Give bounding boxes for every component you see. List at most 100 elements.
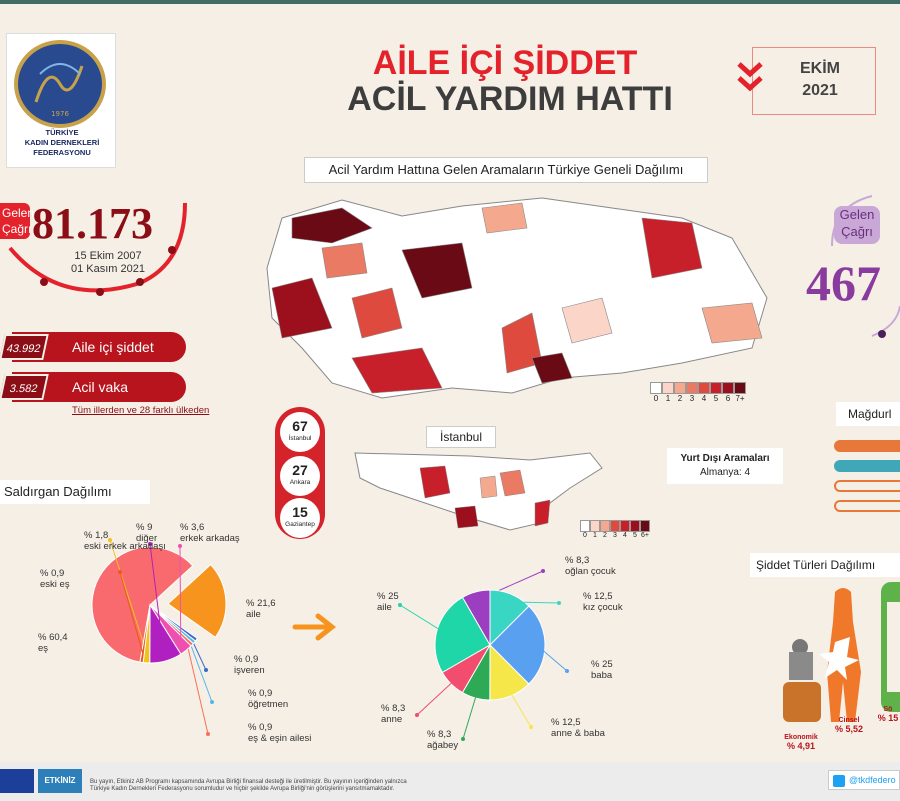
slice-label: öğretmen (248, 699, 288, 710)
legend-label: 2 (600, 532, 610, 539)
slice-label: işveren (234, 665, 265, 676)
report-month: EKİM (770, 58, 870, 80)
map-legend: 0 1 2 3 4 5 6 7+ (650, 382, 746, 403)
pill-label: Acil vaka (72, 379, 128, 395)
slice-pct: % 0,9 (248, 722, 272, 733)
legend-label: 5 (710, 394, 722, 403)
legend-swatch (630, 520, 640, 532)
slice-pct: % 0,9 (234, 654, 258, 665)
logo-line1: TÜRKİYE (14, 128, 110, 138)
pill-label: Aile içi şiddet (72, 339, 154, 355)
violence-type: Cinsel % 5,52 (826, 717, 872, 734)
federation-logo: 1976 (14, 40, 106, 128)
violence-type-pct: % 15 (876, 713, 900, 723)
slice-pct: % 12,5 (551, 717, 581, 728)
slice-label: eski eş (40, 579, 70, 590)
slice-label: aile (246, 609, 261, 620)
legend-label: 0 (650, 394, 662, 403)
violence-type-label: Sö (876, 706, 900, 713)
city-count: 27 (280, 456, 320, 479)
region-van (702, 303, 762, 343)
legend-label: 3 (686, 394, 698, 403)
istanbul-map (350, 448, 605, 538)
slice-label: eş (38, 643, 48, 654)
slice-pct: % 60,4 (38, 632, 68, 643)
slice-pct: % 8,3 (565, 555, 589, 566)
istanbul-legend: 0 1 2 3 4 5 6+ (580, 520, 650, 539)
leader-dot (206, 732, 210, 736)
leader-dot (116, 648, 120, 652)
slice-label: ağabey (427, 740, 458, 750)
leader-dot (541, 569, 545, 573)
slice-pct: % 0,9 (248, 688, 272, 699)
legend-swatch (600, 520, 610, 532)
etkiniz-logo: ETKİNİZ (38, 769, 82, 793)
legend-swatch (686, 382, 698, 394)
legend-label: 1 (662, 394, 674, 403)
leader-dot (415, 713, 419, 717)
date-to: 01 Kasım 2021 (48, 263, 168, 276)
attacker-title: Saldırgan Dağılımı (0, 480, 150, 504)
logo-line2: KADIN DERNEKLERİ (14, 138, 110, 148)
logo-emblem-icon: 1976 (18, 44, 102, 124)
abroad-box: Yurt Dışı Aramaları Almanya: 4 (667, 448, 783, 484)
slice-label: anne (381, 714, 402, 725)
leader-dot (529, 725, 533, 729)
leader-line (186, 639, 208, 734)
abroad-title: Yurt Dışı Aramaları (667, 452, 783, 466)
violence-type-pct: % 5,52 (826, 724, 872, 734)
leader-dot (204, 668, 208, 672)
region-erzurum (642, 218, 702, 278)
leader-dot (118, 570, 122, 574)
violence-title: Şiddet Türleri Dağılımı (750, 553, 900, 577)
slice-pct: % 0,9 (40, 568, 64, 579)
slice-label: baba (591, 670, 613, 681)
leader-line (508, 688, 531, 727)
leader-dot (210, 700, 214, 704)
leader-dot (398, 603, 402, 607)
leader-line (400, 605, 445, 633)
arrow-right-icon (290, 612, 340, 642)
victim-bar (834, 460, 900, 472)
twitter-handle: @tkdfedero (849, 775, 896, 785)
violence-type-label: Cinsel (826, 717, 872, 724)
title-line1: AİLE İÇİ ŞİDDET (355, 44, 655, 83)
legend-label: 7+ (734, 394, 746, 403)
right-counter-tag: Gelen Çağrı (834, 206, 880, 244)
legend-label: 5 (630, 532, 640, 539)
legend-swatch (734, 382, 746, 394)
region-bursa (322, 243, 367, 278)
legend-swatch (580, 520, 590, 532)
slice-pct: % 25 (377, 591, 399, 602)
city-badge: 27 Ankara (280, 456, 320, 496)
slice-label: kız çocuk (583, 602, 623, 613)
logo-line3: FEDERASYONU (14, 148, 110, 158)
twitter-link[interactable]: @tkdfedero (828, 770, 900, 790)
legend-swatch (710, 382, 722, 394)
slice-label: anne & baba (551, 728, 606, 739)
legend-swatch (650, 382, 662, 394)
slice-label: eş & eşin ailesi (248, 733, 311, 744)
legend-label: 0 (580, 532, 590, 539)
violence-type: Sö % 15 (876, 706, 900, 723)
slice-label: oğlan çocuk (565, 566, 616, 577)
title-line2: ACİL YARDIM HATTI (330, 80, 690, 119)
slice-label: eski erkek arkadaşı (84, 541, 166, 552)
slice-label: aile (377, 602, 392, 613)
leader-line (188, 637, 212, 702)
leader-dot (565, 669, 569, 673)
leader-dot (461, 737, 465, 741)
leader-dot (557, 601, 561, 605)
legend-label: 6 (722, 394, 734, 403)
legend-swatch (698, 382, 710, 394)
legend-label: 6+ (640, 532, 650, 539)
slice-pct: % 3,6 (180, 522, 204, 533)
leader-line (463, 690, 478, 739)
leader-dot (220, 614, 224, 618)
slice-pct: % 21,6 (246, 598, 276, 609)
legend-swatch (662, 382, 674, 394)
top-bar (0, 0, 900, 4)
legend-swatch (590, 520, 600, 532)
